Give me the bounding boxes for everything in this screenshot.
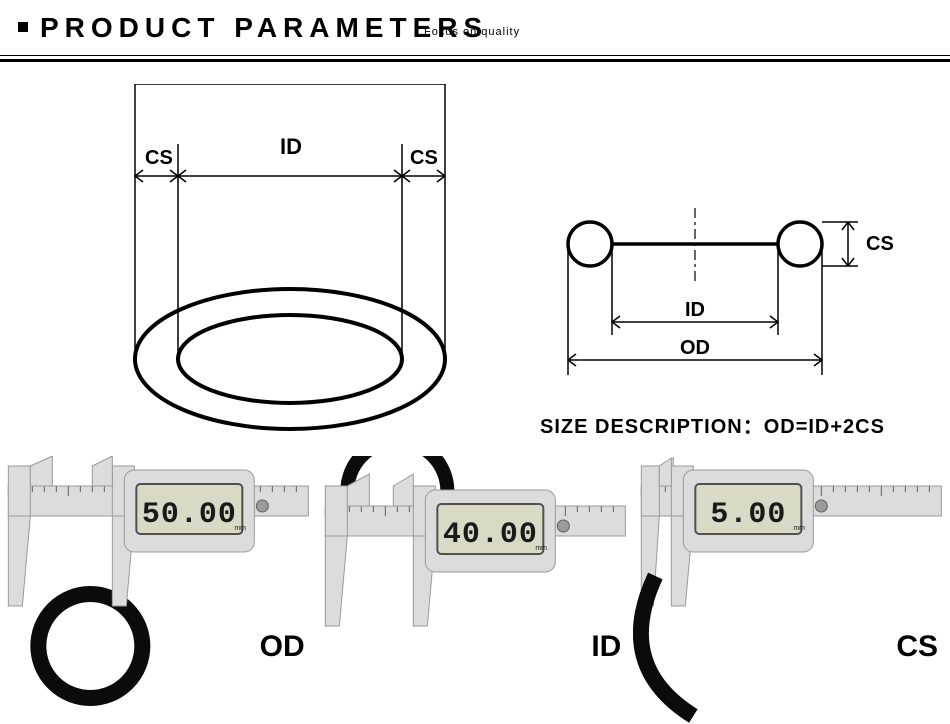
divider-thick — [0, 59, 950, 62]
cs-label: CS — [896, 630, 938, 664]
page-subtitle: Focus on quality — [424, 26, 520, 38]
od-label: OD — [260, 630, 305, 664]
size-description: SIZE DESCRIPTION：OD=ID+2CS — [540, 410, 885, 439]
page-title: PRODUCT PARAMETERS — [40, 12, 488, 44]
cs-label-left: CS — [145, 147, 173, 169]
od-label-sec: OD — [680, 337, 710, 359]
id-unit: mm — [535, 545, 547, 552]
od-reading: 50.00 — [142, 498, 237, 532]
cs-unit: mm — [794, 525, 806, 532]
od-unit: mm — [234, 525, 246, 532]
caliper-od: 50.00 mm OD — [0, 456, 317, 724]
id-reading: 40.00 — [443, 518, 538, 552]
cs-reading: 5.00 — [711, 498, 787, 532]
isometric-diagram: CS ID CS — [110, 84, 470, 454]
caliper-id: 40.00 mm ID — [317, 456, 634, 724]
cs-label: CS — [866, 233, 894, 255]
caliper-cs: 5.00 mm CS — [633, 456, 950, 724]
header: PRODUCT PARAMETERS Focus on quality — [0, 12, 950, 56]
divider-thin — [0, 55, 950, 56]
bullet-icon — [18, 22, 28, 32]
calipers-row: 50.00 mm OD — [0, 456, 950, 724]
cs-label-right: CS — [410, 147, 438, 169]
cross-section-diagram: CS ID OD — [540, 200, 920, 400]
id-label-sec: ID — [685, 299, 705, 321]
id-label: ID — [591, 630, 621, 664]
id-label: ID — [280, 134, 302, 159]
oring-sample-icon — [38, 594, 142, 698]
